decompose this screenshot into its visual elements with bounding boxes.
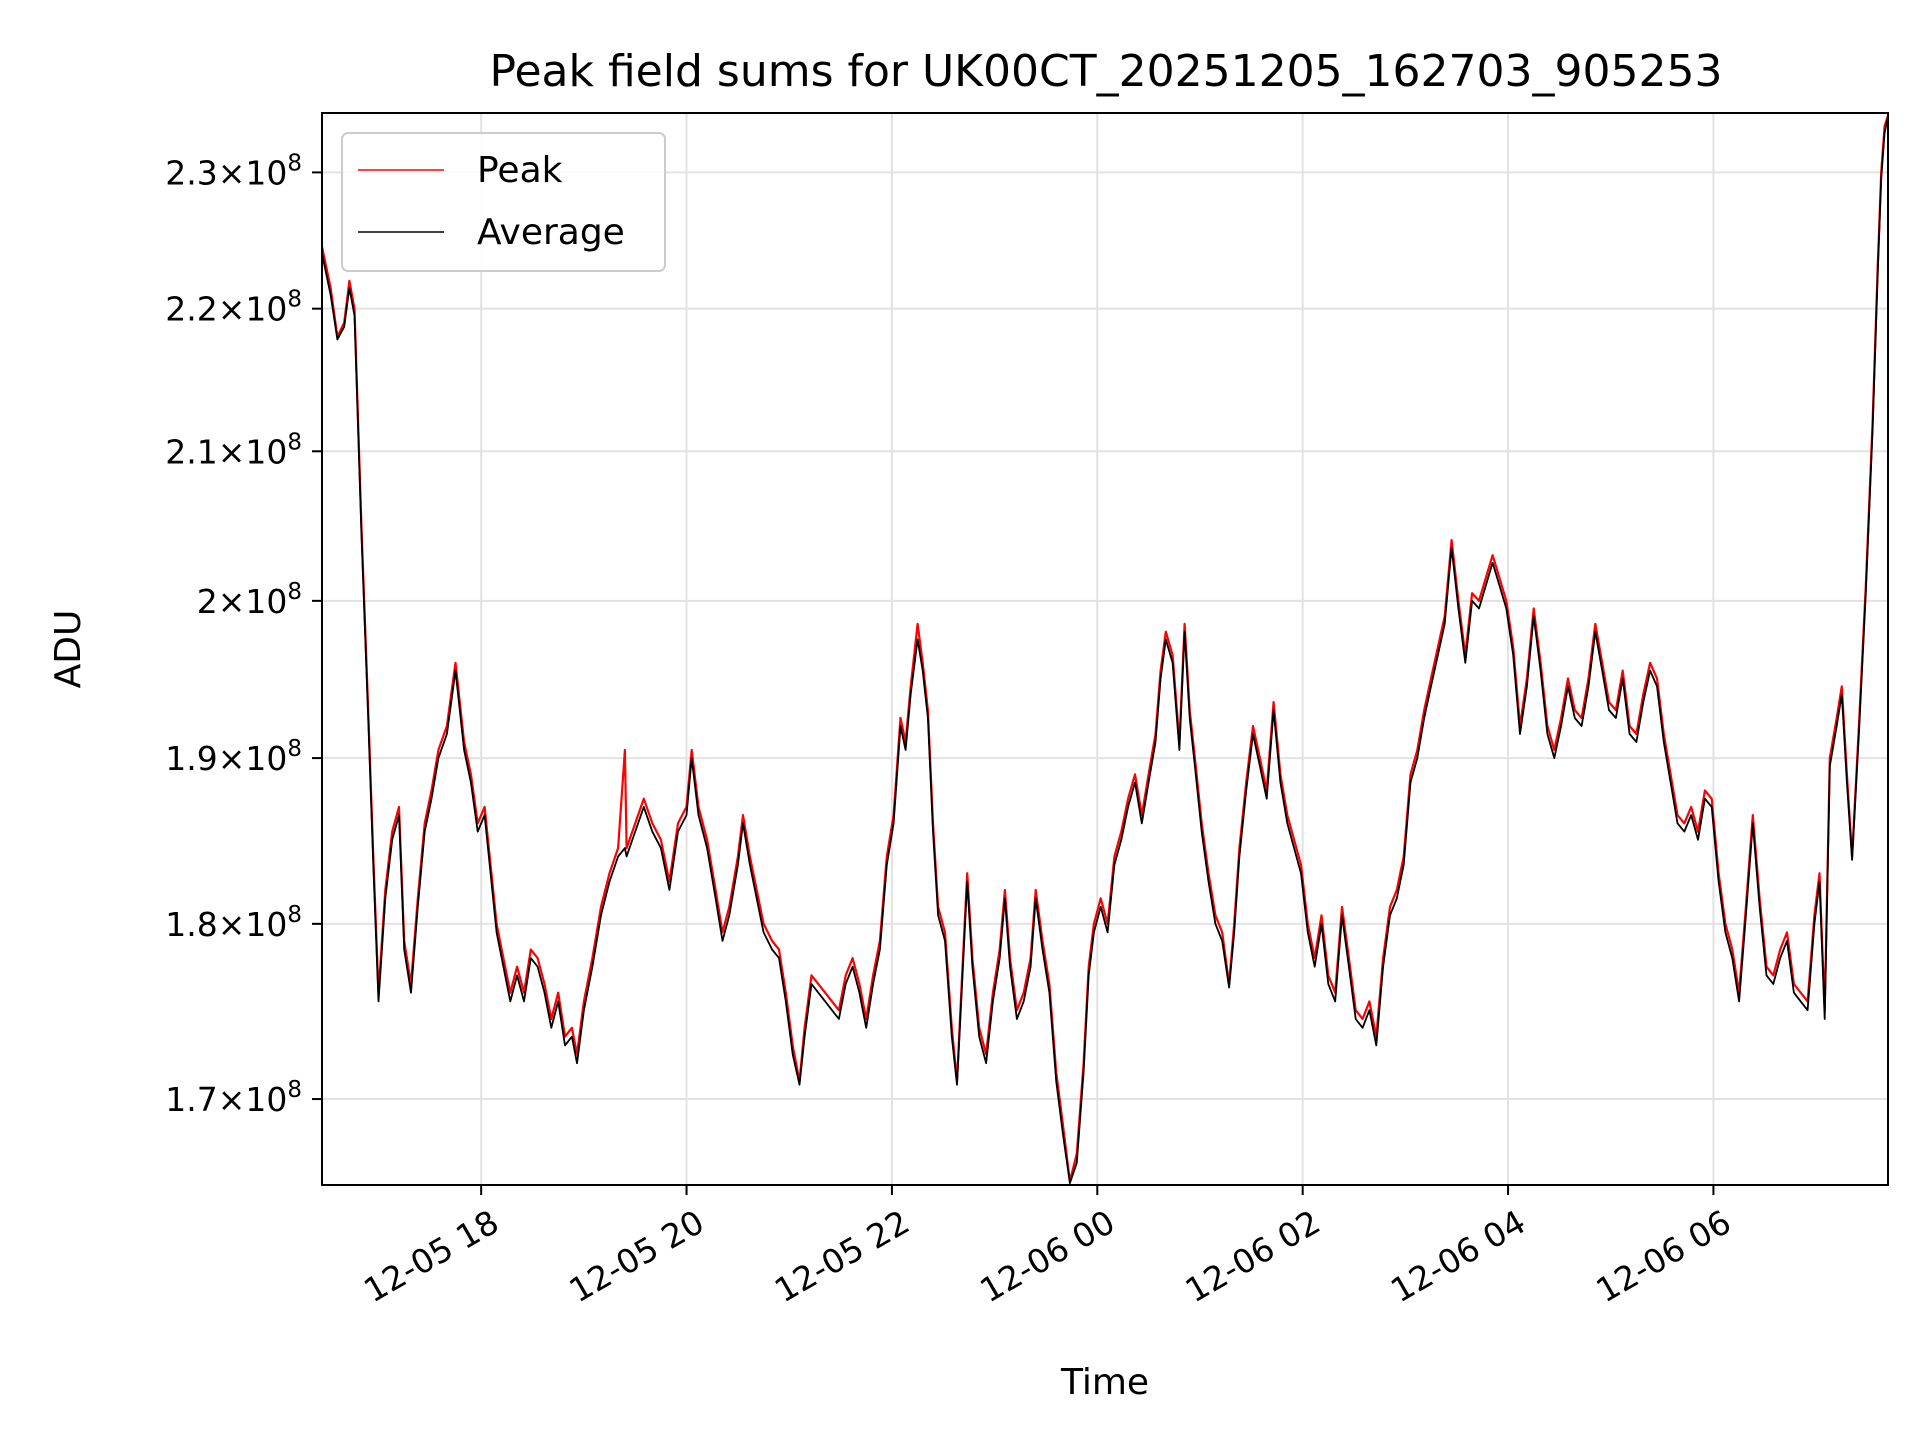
y-tick-mantissa: 1.7×10: [165, 1080, 287, 1119]
y-tick-exponent: 8: [287, 736, 302, 762]
y-tick-exponent: 8: [287, 902, 302, 928]
y-tick-label: 2.1×108: [165, 429, 302, 471]
chart-title: Peak field sums for UK00CT_20251205_1627…: [490, 46, 1723, 97]
y-tick-label: 2×108: [197, 579, 302, 621]
y-tick-exponent: 8: [287, 579, 302, 605]
series-lines: [320, 115, 1890, 1184]
y-tick-label: 1.8×108: [165, 902, 302, 944]
y-tick-label: 2.3×108: [165, 150, 302, 192]
gridlines: [322, 113, 1888, 1185]
y-tick-exponent: 8: [287, 287, 302, 313]
y-tick-mantissa: 2.2×10: [165, 290, 287, 329]
y-tick-mantissa: 2.3×10: [165, 153, 287, 192]
legend-label-peak: Peak: [477, 150, 563, 191]
legend: Peak Average: [341, 132, 666, 272]
plot-frame: [321, 112, 1889, 1186]
y-axis-ticks: 1.7×1081.8×1081.9×1082×1082.1×1082.2×108…: [165, 150, 322, 1119]
y-tick-mantissa: 1.9×10: [165, 739, 287, 778]
y-tick-label: 2.2×108: [165, 287, 302, 329]
legend-label-average: Average: [477, 212, 625, 253]
y-tick-label: 1.9×108: [165, 736, 302, 778]
series-line-average: [321, 116, 1889, 1184]
y-tick-exponent: 8: [287, 150, 302, 176]
y-axis-label: ADU: [48, 610, 89, 689]
legend-box: [341, 132, 666, 272]
y-tick-exponent: 8: [287, 1077, 302, 1103]
y-tick-exponent: 8: [287, 429, 302, 455]
y-tick-mantissa: 2.1×10: [165, 432, 287, 471]
series-line-peak: [320, 115, 1890, 1183]
y-tick-label: 1.7×108: [165, 1077, 302, 1119]
x-axis-label: Time: [1060, 1362, 1149, 1403]
y-tick-mantissa: 1.8×10: [165, 905, 287, 944]
y-tick-mantissa: 2×10: [197, 582, 288, 621]
